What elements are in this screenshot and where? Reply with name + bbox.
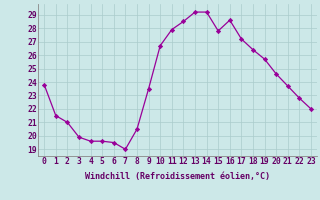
X-axis label: Windchill (Refroidissement éolien,°C): Windchill (Refroidissement éolien,°C): [85, 172, 270, 181]
